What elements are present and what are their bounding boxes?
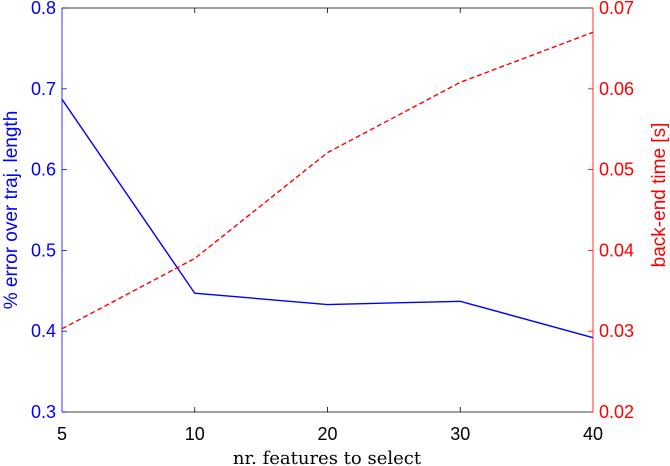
right-axis-label: back-end time [s] bbox=[649, 123, 670, 268]
axes bbox=[61, 7, 594, 413]
left-tick-label: 0.7 bbox=[31, 79, 56, 99]
left-tick-label: 0.6 bbox=[31, 160, 56, 180]
plot-area bbox=[62, 8, 593, 412]
right-tick-label: 0.05 bbox=[599, 160, 634, 180]
x-tick-label: 30 bbox=[450, 424, 470, 444]
left-tick-label: 0.5 bbox=[31, 240, 56, 260]
left-tick-label: 0.4 bbox=[31, 321, 56, 341]
right-tick-label: 0.04 bbox=[599, 240, 634, 260]
data-lines bbox=[61, 31, 594, 339]
left-tick-label: 0.3 bbox=[31, 402, 56, 422]
tick-labels: 5 10 20 30 40 0.3 0.4 0.5 0.6 0.7 0.8 0.02 0.03 0.04 0… bbox=[31, 0, 634, 444]
right-tick-label: 0.06 bbox=[599, 79, 634, 99]
left-axis-label: % error over traj. length bbox=[1, 111, 22, 310]
x-tick-label: 20 bbox=[317, 424, 337, 444]
error-series-line bbox=[61, 98, 594, 339]
x-tick-label: 5 bbox=[57, 424, 67, 444]
x-axis-label: nr. features to select bbox=[233, 448, 422, 466]
left-tick-label: 0.8 bbox=[31, 0, 56, 18]
x-tick-label: 40 bbox=[583, 424, 603, 444]
x-tick-label: 10 bbox=[185, 424, 205, 444]
time-series-line bbox=[61, 31, 594, 330]
right-tick-label: 0.07 bbox=[599, 0, 634, 18]
right-tick-label: 0.02 bbox=[599, 402, 634, 422]
right-tick-label: 0.03 bbox=[599, 321, 634, 341]
